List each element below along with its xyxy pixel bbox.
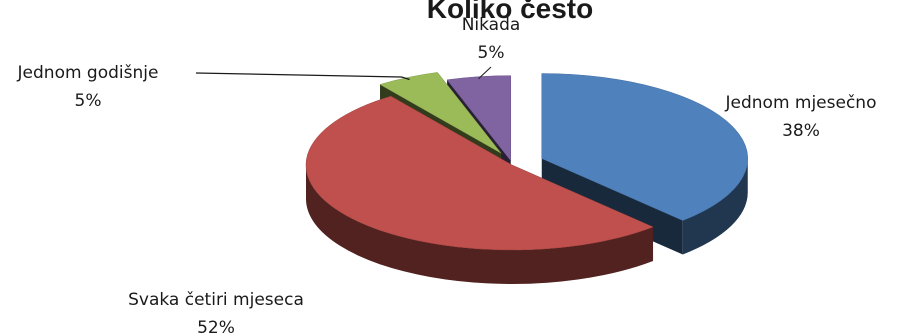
slice-jednom-godisnje [379,72,502,154]
slice-side-jednom-mjesecno-0 [682,158,748,255]
pie-slices [305,72,748,251]
leader-lines [195,66,492,81]
label-nikada: Nikada 5% [462,15,521,63]
slice-nikada [446,75,511,162]
label-svaka-cetiri-mjeseca: Svaka četiri mjeseca 52% [128,290,304,333]
slice-side-svaka-cetiri-mjeseca-0 [306,165,654,285]
slice-label-value-jednom-godisnje: 5% [75,91,102,111]
leader-line-jednom-godisnje [195,72,410,81]
slice-label-value-svaka-cetiri-mjeseca: 52% [197,318,235,333]
slice-svaka-cetiri-mjeseca [305,95,654,251]
slice-label-name-jednom-godisnje: Jednom godišnje [17,63,159,83]
slice-jednom-mjesecno [541,73,748,221]
label-jednom-mjesecno: Jednom mjesečno 38% [725,93,877,141]
leader-line-nikada [478,66,492,80]
slice-label-value-nikada: 5% [478,43,505,63]
slice-label-name-jednom-mjesecno: Jednom mjesečno [725,93,877,113]
slice-label-name-nikada: Nikada [462,15,521,35]
slice-label-value-jednom-mjesecno: 38% [782,121,820,141]
chart-title: Koliko često [427,0,593,24]
slice-label-name-svaka-cetiri-mjeseca: Svaka četiri mjeseca [128,290,304,310]
label-jednom-godisnje: Jednom godišnje 5% [17,63,159,111]
slice-labels: Jednom mjesečno 38% Svaka četiri mjeseca 52… [17,15,877,333]
